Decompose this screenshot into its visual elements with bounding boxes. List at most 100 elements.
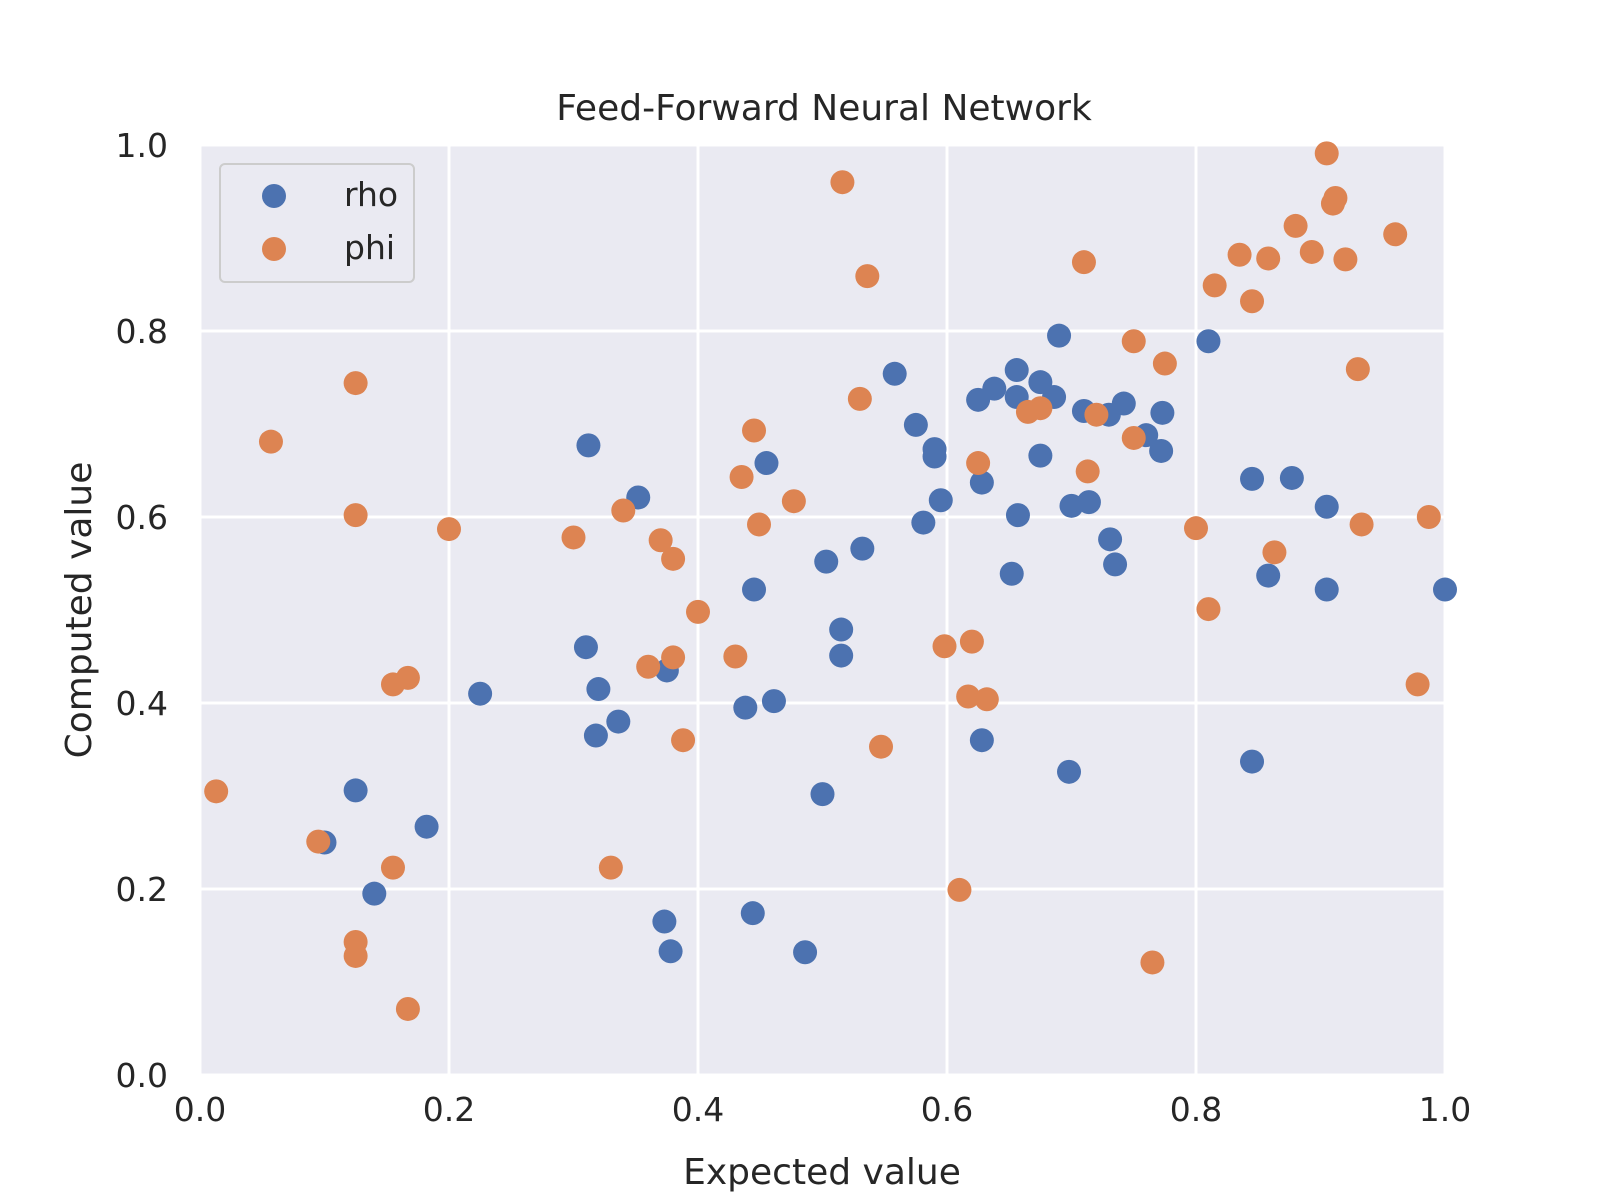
point-rho — [999, 561, 1024, 586]
point-rho — [850, 536, 875, 561]
point-phi — [1349, 512, 1374, 537]
point-phi — [1028, 396, 1053, 421]
point-phi — [204, 779, 229, 804]
point-phi — [947, 877, 972, 902]
y-tick-label: 1.0 — [116, 126, 168, 165]
point-rho — [1103, 552, 1128, 577]
point-rho — [928, 488, 953, 513]
x-tick-label: 0.2 — [423, 1090, 475, 1129]
x-tick-label: 1.0 — [1419, 1090, 1471, 1129]
y-tick-labels: 0.0 0.2 0.4 0.6 0.8 1.0 — [116, 126, 168, 1095]
point-phi — [855, 264, 880, 289]
point-rho — [810, 782, 835, 807]
x-tick-label: 0.0 — [174, 1090, 226, 1129]
point-rho — [1314, 494, 1339, 519]
point-phi — [1184, 516, 1208, 541]
point-phi — [1075, 459, 1100, 484]
chart-title: Feed-Forward Neural Network — [556, 88, 1092, 129]
legend-marker-rho — [262, 184, 286, 208]
point-phi — [723, 644, 748, 669]
y-tick-label: 0.2 — [116, 870, 168, 909]
point-phi — [974, 687, 999, 712]
point-rho — [583, 723, 608, 748]
y-axis-label: Computed value — [59, 462, 100, 759]
y-tick-label: 0.8 — [116, 312, 168, 351]
point-rho — [1028, 443, 1053, 468]
y-tick-label: 0.0 — [116, 1056, 168, 1095]
point-phi — [747, 512, 772, 537]
x-tick-label: 0.4 — [672, 1090, 724, 1129]
point-rho — [1150, 400, 1175, 425]
point-phi — [956, 684, 981, 709]
point-phi — [1240, 289, 1265, 314]
point-rho — [793, 940, 818, 965]
point-phi — [561, 525, 586, 550]
x-tick-labels: 0.0 0.2 0.4 0.6 0.8 1.0 — [174, 1090, 1471, 1129]
point-rho — [829, 617, 854, 642]
legend-marker-phi — [262, 237, 286, 261]
point-rho — [1314, 577, 1339, 602]
point-phi — [966, 451, 991, 476]
point-phi — [306, 829, 331, 854]
point-rho — [573, 635, 598, 660]
point-phi — [648, 528, 673, 553]
point-phi — [395, 665, 420, 690]
legend-label-phi: phi — [344, 228, 395, 267]
point-rho — [1057, 759, 1082, 784]
x-tick-label: 0.8 — [1170, 1090, 1222, 1129]
x-axis-label: Expected value — [683, 1152, 961, 1193]
point-phi — [686, 599, 710, 624]
point-phi — [1140, 950, 1165, 975]
point-rho — [414, 814, 439, 839]
point-phi — [636, 654, 661, 679]
point-phi — [1405, 672, 1430, 697]
point-phi — [729, 465, 754, 490]
point-phi — [1383, 222, 1408, 247]
point-phi — [1084, 402, 1109, 427]
point-phi — [1152, 351, 1177, 376]
point-phi — [1345, 357, 1370, 382]
point-rho — [652, 909, 677, 934]
point-phi — [661, 546, 686, 571]
point-rho — [1111, 391, 1136, 416]
point-rho — [829, 643, 854, 668]
point-rho — [1240, 466, 1265, 491]
y-tick-label: 0.4 — [116, 684, 168, 723]
point-rho — [1433, 577, 1457, 602]
point-phi — [598, 855, 623, 880]
point-phi — [869, 734, 894, 759]
point-rho — [814, 549, 839, 574]
point-phi — [258, 429, 283, 454]
point-phi — [781, 489, 806, 514]
point-phi — [380, 855, 405, 880]
point-phi — [1202, 273, 1227, 298]
point-phi — [661, 645, 686, 670]
point-phi — [1121, 425, 1146, 450]
point-phi — [611, 498, 636, 523]
point-phi — [1299, 239, 1324, 264]
point-phi — [830, 170, 855, 195]
point-phi — [343, 503, 368, 528]
point-phi — [343, 943, 368, 968]
point-rho — [1004, 358, 1029, 383]
point-rho — [1256, 563, 1281, 588]
point-rho — [1047, 323, 1072, 348]
point-rho — [754, 451, 779, 476]
point-phi — [1283, 213, 1308, 238]
point-rho — [969, 470, 994, 495]
x-tick-label: 0.6 — [921, 1090, 973, 1129]
point-rho — [658, 939, 683, 964]
point-rho — [1098, 527, 1123, 552]
point-phi — [847, 386, 872, 411]
point-rho — [733, 695, 758, 720]
y-tick-label: 0.6 — [116, 498, 168, 537]
point-rho — [606, 709, 631, 734]
point-phi — [1071, 250, 1096, 275]
point-rho — [911, 510, 936, 535]
point-rho — [1240, 749, 1265, 774]
point-phi — [1314, 141, 1339, 166]
point-phi — [959, 629, 984, 654]
point-rho — [969, 728, 994, 753]
legend-label-rho: rho — [344, 175, 398, 214]
